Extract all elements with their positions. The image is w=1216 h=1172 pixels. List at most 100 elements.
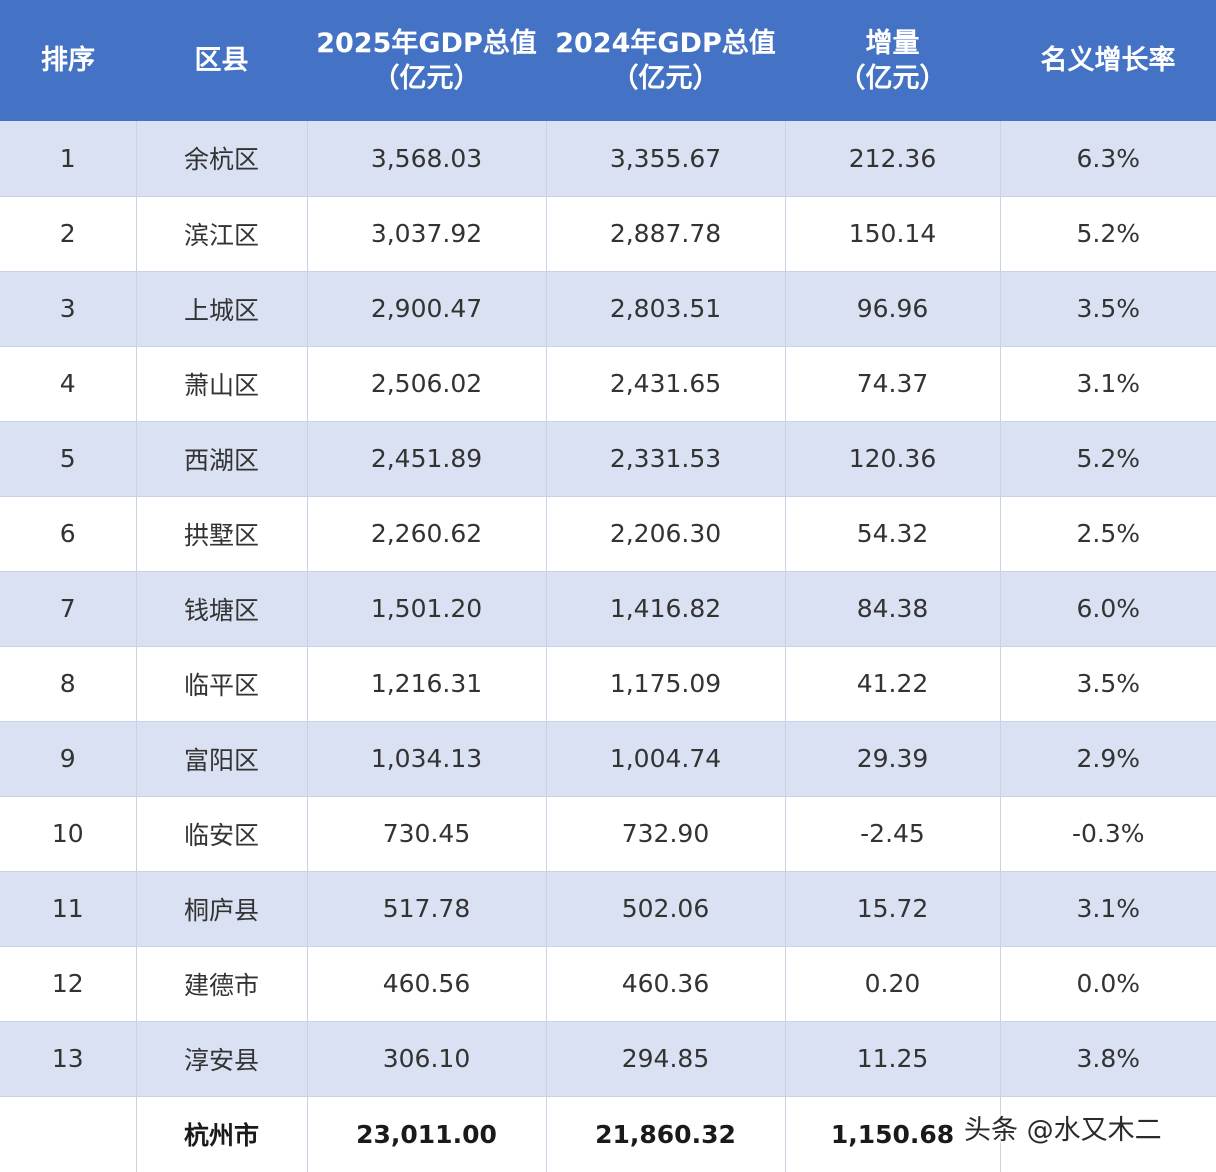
cell-rank: 6 — [0, 496, 136, 572]
cell-gdp-2025: 2,451.89 — [306, 421, 546, 497]
cell-district: 临安区 — [135, 796, 307, 872]
cell-rank: 13 — [0, 1021, 136, 1097]
cell-gdp-2024: 2,431.65 — [545, 346, 785, 422]
cell-gdp-2024: 2,206.30 — [545, 496, 785, 572]
cell-gdp-2025: 2,900.47 — [306, 271, 546, 347]
cell-gdp-2025: 3,037.92 — [306, 196, 546, 272]
cell-growth-rate: 3.5% — [999, 271, 1216, 347]
cell-increase: 54.32 — [784, 496, 1000, 572]
cell-increase: 11.25 — [784, 1021, 1000, 1097]
cell-gdp-2024: 2,331.53 — [545, 421, 785, 497]
cell-gdp-2025: 517.78 — [306, 871, 546, 947]
cell-increase: 150.14 — [784, 196, 1000, 272]
cell-district: 富阳区 — [135, 721, 307, 797]
table-row: 13 淳安县 306.10 294.85 11.25 3.8% — [0, 1021, 1216, 1097]
table-row: 12 建德市 460.56 460.36 0.20 0.0% — [0, 946, 1216, 1022]
cell-gdp-2025: 1,501.20 — [306, 571, 546, 647]
cell-rank: 4 — [0, 346, 136, 422]
total-rank — [0, 1096, 136, 1172]
total-increase: 1,150.68 — [784, 1096, 1000, 1172]
total-district: 杭州市 — [135, 1096, 307, 1172]
cell-district: 西湖区 — [135, 421, 307, 497]
cell-gdp-2025: 1,034.13 — [306, 721, 546, 797]
cell-gdp-2024: 732.90 — [545, 796, 785, 872]
cell-growth-rate: 3.8% — [999, 1021, 1216, 1097]
cell-increase: 15.72 — [784, 871, 1000, 947]
cell-gdp-2024: 2,803.51 — [545, 271, 785, 347]
table-row: 7 钱塘区 1,501.20 1,416.82 84.38 6.0% — [0, 571, 1216, 647]
cell-gdp-2025: 2,260.62 — [306, 496, 546, 572]
cell-growth-rate: 3.5% — [999, 646, 1216, 722]
header-gdp-2024: 2024年GDP总值 （亿元） — [555, 27, 776, 94]
cell-increase: 120.36 — [784, 421, 1000, 497]
cell-growth-rate: 3.1% — [999, 871, 1216, 947]
cell-growth-rate: 6.0% — [999, 571, 1216, 647]
cell-increase: 84.38 — [784, 571, 1000, 647]
header-increase: 增量 （亿元） — [838, 27, 947, 94]
cell-gdp-2024: 294.85 — [545, 1021, 785, 1097]
cell-increase: 96.96 — [784, 271, 1000, 347]
cell-increase: 74.37 — [784, 346, 1000, 422]
cell-rank: 1 — [0, 121, 136, 197]
cell-district: 钱塘区 — [135, 571, 307, 647]
cell-gdp-2024: 1,004.74 — [545, 721, 785, 797]
cell-growth-rate: 3.1% — [999, 346, 1216, 422]
cell-rank: 7 — [0, 571, 136, 647]
cell-district: 余杭区 — [135, 121, 307, 197]
table-row: 5 西湖区 2,451.89 2,331.53 120.36 5.2% — [0, 421, 1216, 497]
cell-gdp-2024: 2,887.78 — [545, 196, 785, 272]
cell-growth-rate: -0.3% — [999, 796, 1216, 872]
cell-growth-rate: 0.0% — [999, 946, 1216, 1022]
cell-gdp-2024: 1,175.09 — [545, 646, 785, 722]
table-row: 1 余杭区 3,568.03 3,355.67 212.36 6.3% — [0, 121, 1216, 197]
table-header: 排序 区县 2025年GDP总值 （亿元） 2024年GDP总值 （亿元） 增量… — [0, 0, 1216, 121]
cell-district: 上城区 — [135, 271, 307, 347]
cell-rank: 9 — [0, 721, 136, 797]
cell-gdp-2024: 502.06 — [545, 871, 785, 947]
cell-increase: 29.39 — [784, 721, 1000, 797]
cell-gdp-2025: 306.10 — [306, 1021, 546, 1097]
table-row: 4 萧山区 2,506.02 2,431.65 74.37 3.1% — [0, 346, 1216, 422]
cell-gdp-2025: 1,216.31 — [306, 646, 546, 722]
cell-increase: -2.45 — [784, 796, 1000, 872]
cell-rank: 10 — [0, 796, 136, 872]
cell-growth-rate: 2.9% — [999, 721, 1216, 797]
cell-rank: 12 — [0, 946, 136, 1022]
cell-district: 临平区 — [135, 646, 307, 722]
cell-gdp-2025: 3,568.03 — [306, 121, 546, 197]
header-district: 区县 — [194, 45, 249, 76]
table-row: 2 滨江区 3,037.92 2,887.78 150.14 5.2% — [0, 196, 1216, 272]
cell-district: 滨江区 — [135, 196, 307, 272]
cell-gdp-2024: 1,416.82 — [545, 571, 785, 647]
table-body: 1 余杭区 3,568.03 3,355.67 212.36 6.3% 2 滨江… — [0, 121, 1216, 1097]
cell-rank: 2 — [0, 196, 136, 272]
cell-rank: 5 — [0, 421, 136, 497]
table-row: 9 富阳区 1,034.13 1,004.74 29.39 2.9% — [0, 721, 1216, 797]
total-gdp-2025: 23,011.00 — [306, 1096, 546, 1172]
cell-gdp-2025: 2,506.02 — [306, 346, 546, 422]
watermark: 头条 @水又木二 — [964, 1115, 1162, 1146]
cell-increase: 41.22 — [784, 646, 1000, 722]
header-growth-rate: 名义增长率 — [1040, 45, 1176, 76]
cell-increase: 0.20 — [784, 946, 1000, 1022]
table-row: 10 临安区 730.45 732.90 -2.45 -0.3% — [0, 796, 1216, 872]
table-row: 6 拱墅区 2,260.62 2,206.30 54.32 2.5% — [0, 496, 1216, 572]
total-row: 杭州市 23,011.00 21,860.32 1,150.68 — [0, 1096, 1216, 1172]
cell-growth-rate: 6.3% — [999, 121, 1216, 197]
cell-gdp-2025: 730.45 — [306, 796, 546, 872]
total-growth-rate — [999, 1096, 1216, 1172]
cell-gdp-2024: 460.36 — [545, 946, 785, 1022]
cell-growth-rate: 2.5% — [999, 496, 1216, 572]
cell-district: 淳安县 — [135, 1021, 307, 1097]
cell-district: 拱墅区 — [135, 496, 307, 572]
cell-rank: 11 — [0, 871, 136, 947]
table-footer: 杭州市 23,011.00 21,860.32 1,150.68 — [0, 1096, 1216, 1172]
header-gdp-2025: 2025年GDP总值 （亿元） — [316, 27, 537, 94]
cell-rank: 3 — [0, 271, 136, 347]
header-row: 排序 区县 2025年GDP总值 （亿元） 2024年GDP总值 （亿元） 增量… — [0, 0, 1216, 121]
table-row: 3 上城区 2,900.47 2,803.51 96.96 3.5% — [0, 271, 1216, 347]
table-row: 8 临平区 1,216.31 1,175.09 41.22 3.5% — [0, 646, 1216, 722]
total-gdp-2024: 21,860.32 — [545, 1096, 785, 1172]
cell-increase: 212.36 — [784, 121, 1000, 197]
cell-district: 桐庐县 — [135, 871, 307, 947]
